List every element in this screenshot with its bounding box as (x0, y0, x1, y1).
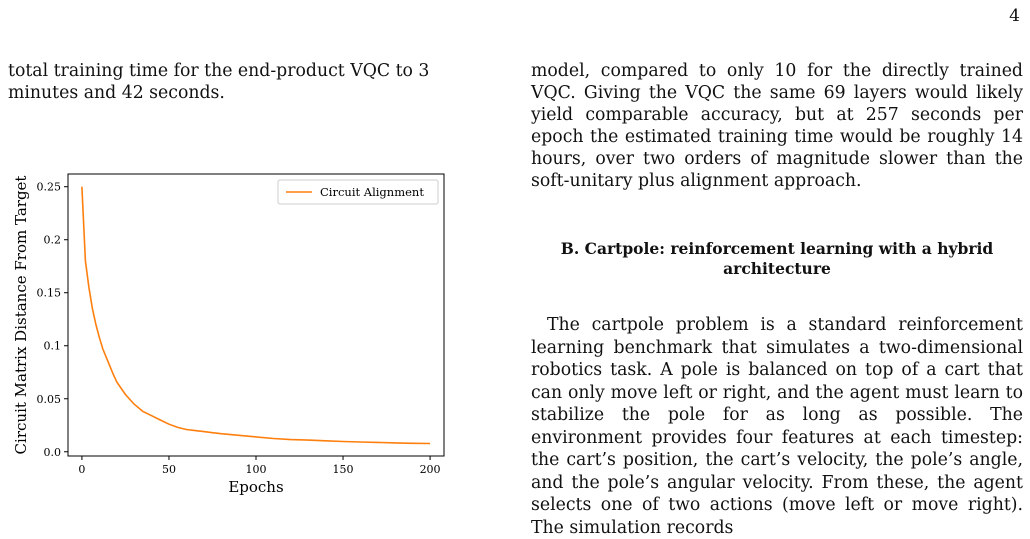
x-tick-label: 150 (333, 463, 354, 476)
y-tick-label: 0.2 (44, 234, 62, 247)
page-number: 4 (1009, 6, 1020, 26)
x-tick-label: 200 (420, 463, 441, 476)
alignment-loss-chart: 0 50 100 150 200 0.0 0.05 0.1 0.15 0.2 0.25 Circui… (12, 173, 445, 496)
series-line (81, 186, 431, 445)
x-tick-label: 100 (246, 463, 267, 476)
right-column-text: model, compared to only 10 for the direc… (531, 61, 1023, 191)
legend-label: Circuit Alignment (320, 185, 424, 199)
y-tick-label: 0.05 (37, 393, 62, 406)
left-column-text: total training time for the end-product … (8, 61, 430, 103)
x-tick-label: 0 (78, 463, 85, 476)
y-tick-label: 0.25 (37, 181, 62, 194)
section-heading: B. Cartpole: reinforcement learning with… (560, 239, 994, 278)
x-axis-label: Epochs (228, 478, 283, 496)
y-tick-label: 0.15 (37, 287, 62, 300)
y-axis-label: Circuit Matrix Distance From Target (12, 176, 30, 455)
x-tick-label: 50 (162, 463, 176, 476)
y-tick-label: 0.0 (44, 446, 62, 459)
legend-box (277, 179, 439, 205)
plot-frame (67, 173, 445, 457)
body-paragraph: The cartpole problem is a standard reinf… (531, 315, 1023, 538)
y-tick-label: 0.1 (44, 340, 62, 353)
